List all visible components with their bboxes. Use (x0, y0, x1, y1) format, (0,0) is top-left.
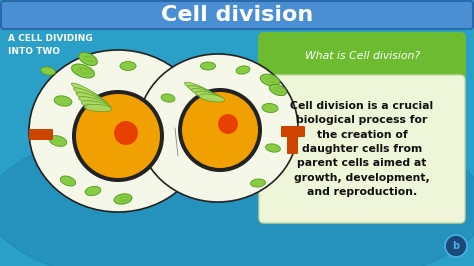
Ellipse shape (138, 54, 298, 202)
Ellipse shape (72, 64, 94, 78)
Ellipse shape (73, 88, 106, 104)
Ellipse shape (114, 194, 132, 204)
Ellipse shape (60, 176, 76, 186)
Ellipse shape (191, 89, 220, 99)
FancyBboxPatch shape (287, 130, 298, 154)
Ellipse shape (81, 101, 111, 109)
Ellipse shape (41, 67, 55, 75)
FancyBboxPatch shape (1, 1, 473, 29)
Ellipse shape (29, 50, 207, 212)
Ellipse shape (49, 136, 67, 146)
Text: A CELL DIVIDING
INTO TWO: A CELL DIVIDING INTO TWO (8, 34, 92, 56)
Circle shape (76, 94, 160, 178)
Ellipse shape (265, 144, 281, 152)
Ellipse shape (260, 74, 280, 86)
Circle shape (114, 121, 138, 145)
Text: b: b (453, 241, 460, 251)
Ellipse shape (120, 61, 136, 70)
Ellipse shape (269, 84, 287, 95)
Circle shape (218, 114, 238, 134)
FancyBboxPatch shape (258, 32, 466, 80)
Text: What is Cell division?: What is Cell division? (305, 51, 420, 61)
Ellipse shape (201, 62, 216, 70)
Ellipse shape (79, 52, 97, 65)
Text: Cell division: Cell division (161, 5, 313, 25)
Ellipse shape (188, 85, 218, 99)
FancyBboxPatch shape (29, 129, 53, 140)
Ellipse shape (76, 92, 108, 106)
Ellipse shape (54, 96, 72, 106)
Ellipse shape (251, 179, 265, 187)
Text: Cell division is a crucial
biological process for
the creation of
daughter cells: Cell division is a crucial biological pr… (291, 101, 434, 197)
Ellipse shape (161, 94, 175, 102)
Ellipse shape (184, 82, 216, 98)
FancyBboxPatch shape (281, 126, 305, 137)
Ellipse shape (0, 116, 474, 266)
Ellipse shape (199, 94, 225, 102)
Circle shape (178, 88, 262, 172)
Ellipse shape (85, 186, 101, 196)
Ellipse shape (79, 97, 109, 107)
Ellipse shape (72, 83, 105, 103)
Circle shape (72, 90, 164, 182)
Ellipse shape (84, 104, 112, 112)
Circle shape (445, 235, 467, 257)
Ellipse shape (236, 66, 250, 74)
Ellipse shape (262, 103, 278, 113)
Circle shape (182, 92, 258, 168)
Ellipse shape (195, 91, 223, 101)
FancyBboxPatch shape (259, 75, 465, 223)
